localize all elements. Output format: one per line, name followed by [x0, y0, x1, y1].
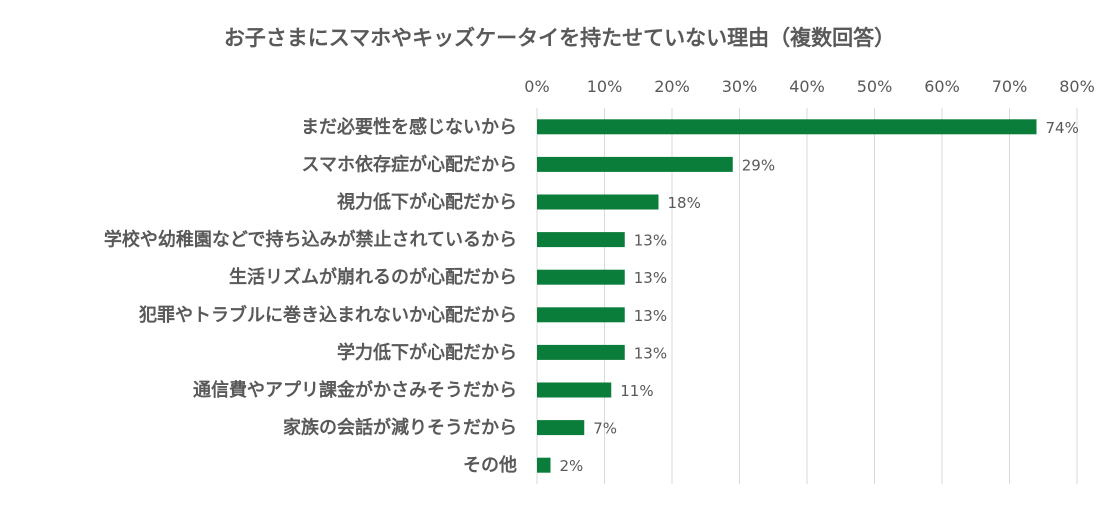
data-label: 11% — [620, 382, 653, 400]
bar — [537, 194, 659, 210]
data-label: 18% — [668, 194, 701, 212]
category-label: 通信費やアプリ課金がかさみそうだから — [193, 379, 517, 401]
bar — [537, 344, 625, 360]
chart-title: お子さまにスマホやキッズケータイを持たせていない理由（複数回答） — [223, 26, 896, 50]
data-label: 13% — [634, 232, 667, 250]
x-axis-ticks: 0% 10% 20% 30% 40% 50% 60% 70% 80% — [524, 77, 1094, 96]
x-tick-label: 20% — [654, 77, 690, 96]
x-tick-label: 60% — [924, 77, 960, 96]
category-label: スマホ依存症が心配だから — [302, 153, 517, 175]
bar — [537, 420, 585, 436]
category-label: 学校や幼稚園などで持ち込みが禁止されているから — [104, 229, 517, 251]
x-tick-label: 0% — [524, 77, 549, 96]
bar — [537, 269, 625, 285]
x-tick-label: 50% — [857, 77, 893, 96]
bar — [537, 119, 1037, 135]
data-label: 29% — [742, 156, 775, 174]
data-label: 7% — [593, 420, 617, 438]
category-labels: まだ必要性を感じないからスマホ依存症が心配だから視力低下が心配だから学校や幼稚園… — [104, 116, 517, 476]
bar — [537, 307, 625, 323]
data-label: 13% — [634, 269, 667, 287]
x-tick-label: 80% — [1059, 77, 1095, 96]
bar — [537, 156, 733, 172]
category-label: 学力低下が心配だから — [337, 341, 517, 363]
category-label: 生活リズムが崩れるのが心配だから — [229, 266, 517, 288]
bar — [537, 382, 612, 398]
x-tick-label: 30% — [722, 77, 758, 96]
data-label: 13% — [634, 344, 667, 362]
data-labels: 74% 29% 18% 13% 13% 13% 13% 11% 7% 2% — [560, 119, 1079, 475]
category-label: その他 — [463, 454, 517, 476]
category-label: 犯罪やトラブルに巻き込まれないか心配だから — [138, 304, 517, 326]
data-label: 13% — [634, 307, 667, 325]
bar — [537, 232, 625, 248]
category-label: 視力低下が心配だから — [336, 191, 517, 213]
bars — [537, 119, 1037, 473]
category-label: まだ必要性を感じないから — [301, 116, 517, 138]
bar — [537, 457, 551, 473]
data-label: 74% — [1046, 119, 1079, 137]
x-tick-label: 10% — [587, 77, 623, 96]
data-label: 2% — [560, 457, 584, 475]
x-tick-label: 40% — [789, 77, 825, 96]
category-label: 家族の会話が減りそうだから — [283, 417, 517, 439]
x-tick-label: 70% — [992, 77, 1028, 96]
